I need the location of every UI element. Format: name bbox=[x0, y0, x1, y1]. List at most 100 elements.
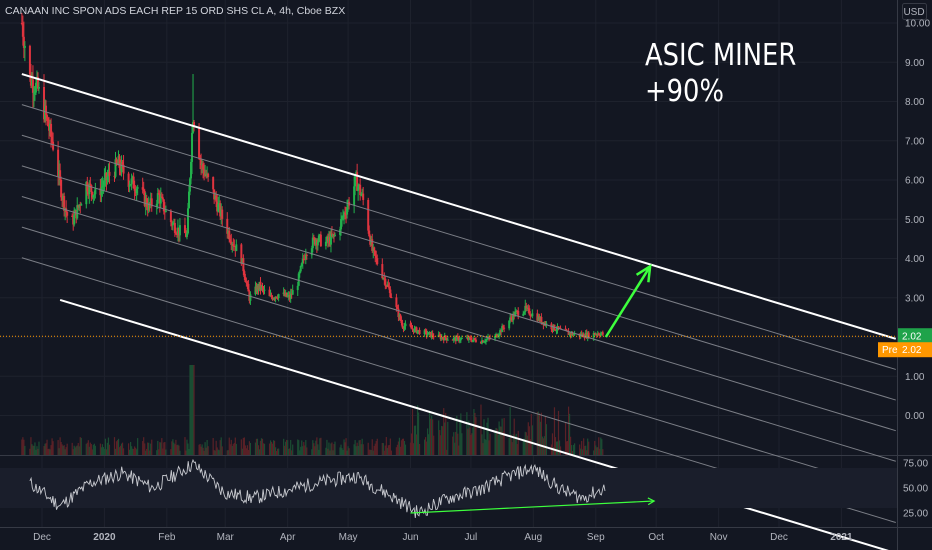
candle-body bbox=[499, 330, 502, 335]
volume-bar bbox=[142, 441, 144, 455]
projection-arrow-shaft bbox=[604, 265, 652, 338]
candle-body bbox=[76, 205, 79, 219]
volume-bar bbox=[80, 437, 82, 455]
candle-body bbox=[457, 337, 460, 341]
channel-inner-line bbox=[21, 226, 896, 493]
volume-bar bbox=[469, 427, 471, 455]
candle-body bbox=[164, 210, 167, 213]
time-tick-label: Mar bbox=[217, 532, 235, 543]
volume-bar bbox=[330, 443, 332, 455]
candle-body bbox=[255, 286, 258, 293]
candle-body bbox=[156, 193, 159, 204]
candle-body bbox=[458, 340, 461, 342]
candle-body bbox=[399, 314, 402, 321]
candle-body bbox=[231, 243, 234, 246]
volume-bar bbox=[149, 450, 151, 455]
candle-body bbox=[107, 171, 110, 177]
candle-body bbox=[144, 198, 147, 206]
volume-bar bbox=[216, 447, 218, 455]
volume-bar bbox=[594, 440, 596, 455]
volume-bar bbox=[600, 437, 602, 455]
candle-body bbox=[496, 334, 499, 338]
candle-body bbox=[599, 333, 602, 336]
volume-bar bbox=[344, 442, 346, 455]
volume-bar bbox=[467, 428, 469, 455]
candle-body bbox=[355, 172, 358, 176]
candle-body bbox=[455, 336, 458, 342]
volume-bar bbox=[189, 365, 191, 455]
time-tick-label: Nov bbox=[710, 532, 728, 543]
volume-bar bbox=[228, 437, 230, 455]
volume-bar bbox=[246, 445, 248, 455]
candle-body bbox=[268, 289, 271, 297]
volume-bar bbox=[500, 426, 502, 455]
candle-body bbox=[298, 271, 301, 274]
channel-inner-line bbox=[21, 134, 896, 401]
volume-bar bbox=[148, 442, 150, 455]
candle-body bbox=[263, 289, 266, 291]
candle-body bbox=[580, 333, 583, 336]
candle-body bbox=[551, 329, 554, 331]
volume-bar bbox=[468, 420, 470, 455]
volume-bar bbox=[329, 450, 331, 455]
volume-bar bbox=[245, 448, 247, 455]
candle-body bbox=[73, 215, 76, 225]
volume-bar bbox=[79, 437, 81, 455]
volume-bar bbox=[339, 447, 341, 455]
volume-bar bbox=[235, 443, 237, 455]
pre-market-tag: Pre bbox=[882, 345, 898, 356]
candle-body bbox=[385, 285, 388, 287]
candle-body bbox=[52, 141, 55, 150]
volume-bar bbox=[151, 439, 153, 455]
candle-body bbox=[317, 235, 320, 242]
volume-bar bbox=[557, 410, 560, 455]
time-tick-label: Sep bbox=[587, 532, 605, 543]
volume-bar bbox=[551, 433, 554, 455]
candle-body bbox=[593, 332, 596, 335]
candle-body bbox=[524, 305, 527, 312]
candle-body bbox=[88, 183, 91, 195]
volume-bar bbox=[529, 439, 531, 455]
candle-body bbox=[585, 333, 588, 338]
candle-body bbox=[411, 328, 414, 330]
volume-bar bbox=[215, 440, 217, 455]
volume-bar bbox=[185, 450, 187, 455]
volume-bar bbox=[147, 442, 149, 455]
volume-bar bbox=[341, 448, 343, 455]
candle-body bbox=[201, 163, 204, 166]
candle-body bbox=[514, 311, 517, 317]
candle-body bbox=[155, 203, 158, 207]
candle-body bbox=[161, 197, 164, 200]
volume-bar bbox=[204, 442, 206, 455]
volume-bar bbox=[446, 449, 448, 455]
time-tick-label: 2021 bbox=[830, 532, 853, 543]
volume-bar bbox=[388, 445, 390, 455]
time-tick-label: May bbox=[339, 532, 358, 543]
candle-body bbox=[242, 258, 245, 272]
volume-bar bbox=[566, 440, 569, 455]
candle-body bbox=[146, 206, 149, 211]
candle-body bbox=[516, 310, 519, 312]
volume-bar bbox=[602, 449, 604, 455]
candle-body bbox=[494, 335, 497, 339]
candle-body bbox=[36, 77, 39, 89]
rsi-divergence-arrowhead bbox=[647, 497, 656, 506]
volume-bar bbox=[311, 449, 313, 455]
candle-body bbox=[299, 266, 302, 272]
volume-bar bbox=[30, 437, 32, 455]
volume-bar bbox=[272, 440, 275, 455]
last-price-badge bbox=[898, 328, 932, 344]
volume-bar bbox=[66, 443, 68, 455]
volume-bar bbox=[178, 445, 180, 455]
volume-bar bbox=[485, 439, 487, 455]
volume-bar bbox=[143, 437, 145, 455]
volume-bar bbox=[48, 448, 50, 455]
volume-bar bbox=[34, 442, 36, 455]
volume-bar bbox=[45, 443, 47, 455]
volume-bar bbox=[75, 446, 77, 455]
volume-bar bbox=[231, 445, 233, 455]
candle-body bbox=[262, 287, 265, 291]
volume-bar bbox=[62, 445, 64, 455]
candle-body bbox=[357, 186, 360, 191]
